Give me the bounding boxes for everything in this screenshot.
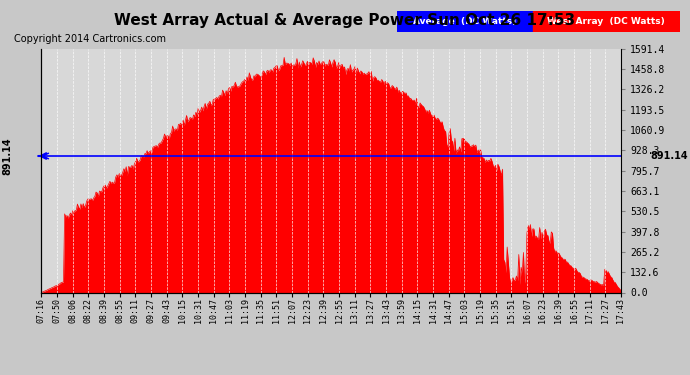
Text: Average  (DC Watts): Average (DC Watts) xyxy=(413,17,516,26)
Text: West Array Actual & Average Power Sun Oct 26 17:53: West Array Actual & Average Power Sun Oc… xyxy=(115,13,575,28)
Text: 891.14: 891.14 xyxy=(650,151,688,161)
Text: Copyright 2014 Cartronics.com: Copyright 2014 Cartronics.com xyxy=(14,34,166,44)
Bar xyxy=(533,11,680,32)
Text: West Array  (DC Watts): West Array (DC Watts) xyxy=(547,17,665,26)
Bar xyxy=(397,11,533,32)
Text: 891.14: 891.14 xyxy=(3,137,12,175)
